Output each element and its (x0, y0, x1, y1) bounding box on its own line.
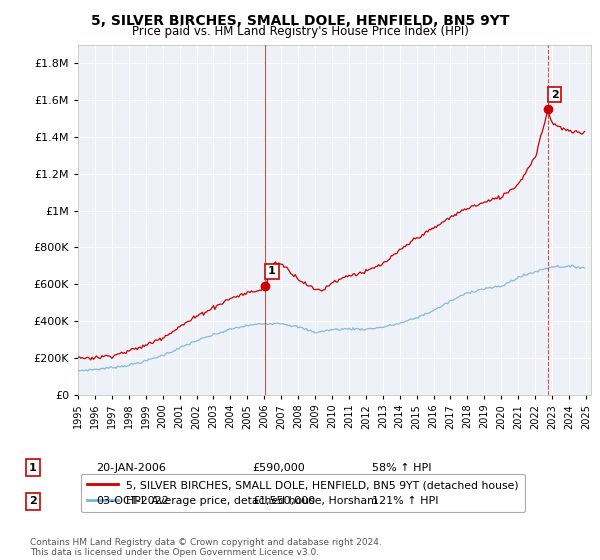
Text: 20-JAN-2006: 20-JAN-2006 (96, 463, 166, 473)
Text: Price paid vs. HM Land Registry's House Price Index (HPI): Price paid vs. HM Land Registry's House … (131, 25, 469, 38)
Text: 2: 2 (29, 496, 37, 506)
Text: 1: 1 (268, 267, 276, 277)
Text: 5, SILVER BIRCHES, SMALL DOLE, HENFIELD, BN5 9YT: 5, SILVER BIRCHES, SMALL DOLE, HENFIELD,… (91, 14, 509, 28)
Text: £590,000: £590,000 (252, 463, 305, 473)
Text: 03-OCT-2022: 03-OCT-2022 (96, 496, 169, 506)
Text: 121% ↑ HPI: 121% ↑ HPI (372, 496, 439, 506)
Text: £1,550,000: £1,550,000 (252, 496, 315, 506)
Text: Contains HM Land Registry data © Crown copyright and database right 2024.
This d: Contains HM Land Registry data © Crown c… (30, 538, 382, 557)
Text: 58% ↑ HPI: 58% ↑ HPI (372, 463, 431, 473)
Text: 2: 2 (551, 90, 559, 100)
Text: 1: 1 (29, 463, 37, 473)
Legend: 5, SILVER BIRCHES, SMALL DOLE, HENFIELD, BN5 9YT (detached house), HPI: Average : 5, SILVER BIRCHES, SMALL DOLE, HENFIELD,… (81, 474, 526, 512)
